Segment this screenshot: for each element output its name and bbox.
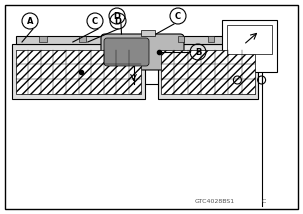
Text: B: B	[195, 48, 201, 56]
Text: A: A	[27, 16, 33, 25]
Bar	[227, 25, 272, 54]
Bar	[222, 20, 277, 72]
Bar	[208, 36, 214, 42]
Text: D: D	[114, 12, 121, 21]
Text: GTC4028BS1: GTC4028BS1	[195, 199, 235, 204]
Bar	[161, 36, 255, 44]
Bar	[16, 36, 141, 44]
Text: C: C	[262, 199, 266, 204]
Bar	[78, 36, 86, 42]
Bar	[178, 36, 184, 42]
FancyBboxPatch shape	[104, 38, 149, 66]
Text: C: C	[92, 16, 98, 25]
Bar	[161, 49, 255, 94]
Text: C: C	[175, 12, 181, 21]
FancyBboxPatch shape	[101, 34, 184, 70]
Bar	[158, 44, 258, 99]
Text: D: D	[115, 16, 122, 25]
Bar	[38, 36, 47, 42]
Bar	[12, 44, 145, 99]
Bar	[141, 30, 155, 36]
Bar	[16, 49, 141, 94]
